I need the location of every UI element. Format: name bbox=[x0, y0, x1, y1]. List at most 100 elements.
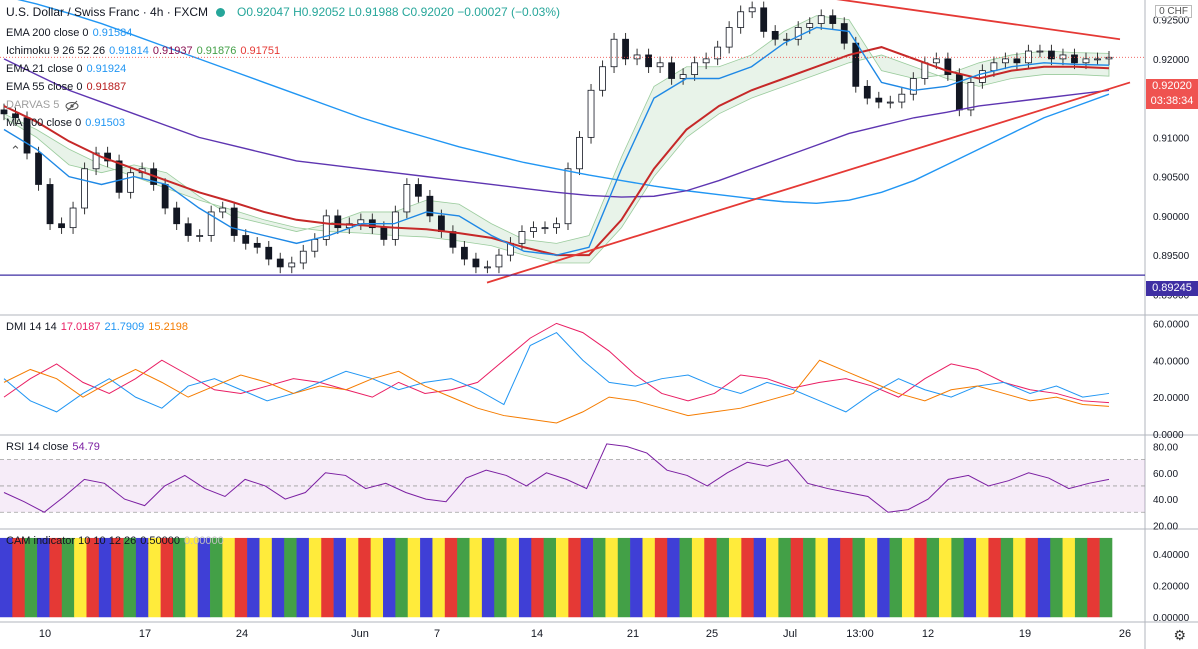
time-tick-label: 14 bbox=[531, 628, 543, 640]
candle-body bbox=[955, 74, 963, 111]
cam-bar bbox=[407, 537, 421, 618]
cam-bar bbox=[383, 537, 396, 618]
legend-ichimoku-value-3: 0.91876 bbox=[196, 45, 237, 57]
candle-body bbox=[691, 62, 699, 75]
candle-body bbox=[81, 168, 88, 209]
cam-bar bbox=[12, 537, 26, 618]
legend-cam-label: CAM indicator 10 10 12 26 bbox=[6, 535, 137, 547]
symbol-legend: U.S. Dollar / Swiss Franc · 4h · FXCM O0… bbox=[6, 6, 560, 19]
cam-bar bbox=[74, 537, 87, 618]
candle-body bbox=[1048, 50, 1055, 60]
legend-ema21[interactable]: EMA 21 close 0 0.91924 bbox=[6, 63, 126, 76]
candle-body bbox=[840, 23, 848, 44]
candle-body bbox=[794, 27, 802, 40]
cam-bar bbox=[654, 537, 668, 618]
candle-body bbox=[426, 195, 434, 217]
rsi-tick-label: 80.00 bbox=[1153, 443, 1178, 454]
cam-bar bbox=[481, 537, 495, 618]
candle-body bbox=[403, 184, 411, 213]
rsi-tick-label: 40.00 bbox=[1153, 495, 1178, 506]
candle-body bbox=[725, 27, 733, 48]
legend-darvas[interactable]: DARVAS 5 bbox=[6, 99, 79, 112]
candle-body bbox=[817, 15, 825, 24]
candle-body bbox=[622, 38, 629, 60]
time-tick-label: 12 bbox=[922, 628, 934, 640]
candle-body bbox=[196, 235, 204, 237]
cam-bar bbox=[111, 537, 124, 618]
hidden-eye-icon[interactable] bbox=[65, 100, 79, 112]
candle-body bbox=[909, 78, 917, 95]
candle-body bbox=[886, 101, 894, 104]
cam-bar bbox=[86, 537, 100, 618]
candle-body bbox=[645, 54, 652, 68]
candle-body bbox=[633, 54, 641, 60]
cam-bar bbox=[1037, 537, 1051, 618]
candle-body bbox=[127, 172, 135, 193]
candle-body bbox=[58, 223, 65, 229]
legend-ema55[interactable]: EMA 55 close 0 0.91887 bbox=[6, 81, 126, 94]
legend-dmi-value-2: 21.7909 bbox=[104, 321, 145, 333]
candle-body bbox=[852, 42, 860, 87]
cam-bar bbox=[61, 537, 75, 618]
time-tick-label: Jul bbox=[783, 628, 797, 640]
candle-body bbox=[495, 254, 503, 268]
candle-body bbox=[576, 136, 583, 170]
indicator-line bbox=[3, 58, 1110, 198]
cam-bar bbox=[741, 537, 754, 618]
candle-body bbox=[161, 184, 169, 209]
candle-body bbox=[518, 231, 526, 244]
legend-ma200[interactable]: MA 200 close 0 0.91503 bbox=[6, 117, 125, 130]
time-tick-label: Jun bbox=[351, 628, 369, 640]
low-value: L0.91988 bbox=[348, 5, 399, 19]
rsi-line bbox=[3, 443, 1110, 513]
price-tick-label: 0.89500 bbox=[1153, 251, 1190, 262]
legend-ichimoku[interactable]: Ichimoku 9 26 52 26 0.91814 0.91937 0.91… bbox=[6, 45, 280, 58]
candle-body bbox=[530, 227, 537, 232]
candle-body bbox=[311, 239, 319, 252]
legend-cam[interactable]: CAM indicator 10 10 12 26 0.50000 0.0000… bbox=[6, 535, 224, 548]
cam-bar bbox=[901, 537, 915, 618]
countdown-tag: 03:38:34 bbox=[1146, 94, 1198, 109]
change-value: −0.00027 (−0.03%) bbox=[457, 5, 561, 19]
collapse-legend-icon[interactable]: ⌃ bbox=[10, 143, 21, 158]
time-tick-label: 7 bbox=[434, 628, 440, 640]
candle-body bbox=[806, 23, 814, 28]
legend-ma200-value: 0.91503 bbox=[85, 117, 125, 129]
candle-body bbox=[1105, 56, 1113, 60]
rsi-tick-label: 20.00 bbox=[1153, 521, 1178, 532]
candle-body bbox=[230, 207, 238, 236]
candle-body bbox=[771, 30, 779, 40]
candle-body bbox=[380, 227, 388, 240]
legend-ema200[interactable]: EMA 200 close 0 0.91584 bbox=[6, 27, 132, 40]
cam-bar bbox=[494, 537, 507, 618]
currency-button[interactable]: 0 CHF bbox=[1155, 5, 1192, 18]
dmi-line bbox=[3, 322, 1110, 404]
candle-body bbox=[737, 11, 745, 28]
legend-rsi-label: RSI 14 close bbox=[6, 441, 69, 453]
cam-bar bbox=[951, 537, 965, 618]
candle-body bbox=[921, 62, 929, 79]
candle-body bbox=[1071, 54, 1078, 64]
market-status-dot bbox=[216, 8, 226, 17]
dmi-tick-label: 60.0000 bbox=[1153, 319, 1190, 330]
candle-body bbox=[92, 152, 100, 170]
rsi-tick-label: 60.00 bbox=[1153, 469, 1178, 480]
gear-icon[interactable]: ⚙ bbox=[1173, 627, 1186, 643]
cam-bar bbox=[444, 537, 458, 618]
legend-ema55-label: EMA 55 close 0 bbox=[6, 81, 83, 93]
cam-bar bbox=[840, 537, 853, 618]
cam-bar bbox=[234, 537, 248, 618]
cam-bar bbox=[210, 537, 223, 618]
candle-body bbox=[599, 66, 606, 91]
cam-bar bbox=[1050, 537, 1063, 618]
cam-bar bbox=[308, 537, 322, 618]
price-tick-label: 0.92500 bbox=[1153, 16, 1190, 27]
cam-bar bbox=[469, 537, 483, 618]
legend-rsi[interactable]: RSI 14 close 54.79 bbox=[6, 441, 100, 454]
legend-dmi[interactable]: DMI 14 14 17.0187 21.7909 15.2198 bbox=[6, 321, 188, 334]
cam-bar bbox=[420, 537, 433, 618]
candle-body bbox=[829, 15, 837, 24]
candle-body bbox=[207, 211, 215, 236]
cam-bar bbox=[939, 537, 952, 618]
